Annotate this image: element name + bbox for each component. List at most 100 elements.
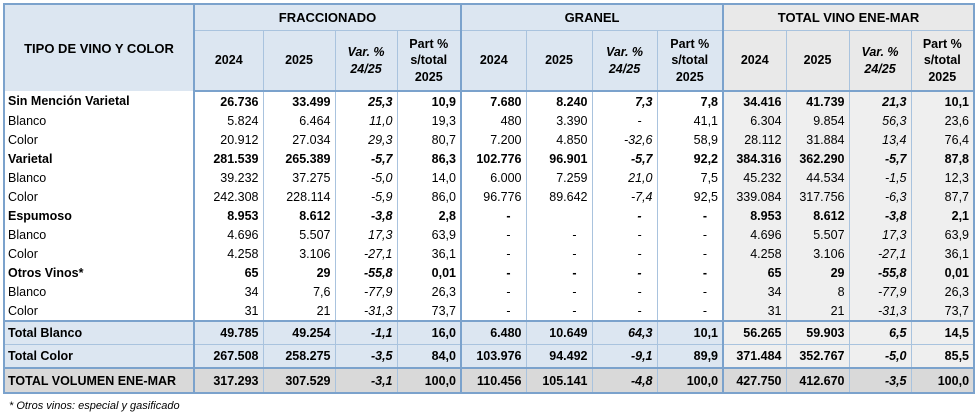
col-header-fraccionado-2025: 2025 xyxy=(262,30,335,92)
cell: 84,0 xyxy=(396,344,461,368)
cell: - xyxy=(525,225,592,244)
cell: 7,6 xyxy=(262,282,335,301)
cell: 2,8 xyxy=(396,206,461,225)
cell: 29 xyxy=(262,263,335,282)
cell: 103.976 xyxy=(460,344,526,368)
cell: 26,3 xyxy=(396,282,461,301)
cell: -5,9 xyxy=(334,187,397,206)
cell: 26,3 xyxy=(910,282,975,301)
cell: - xyxy=(656,244,724,263)
cell: 29 xyxy=(785,263,850,282)
cell: 8.953 xyxy=(193,206,263,225)
cell: 21 xyxy=(262,301,335,321)
row-label: Color xyxy=(4,244,194,263)
cell: 36,1 xyxy=(396,244,461,263)
cell: 102.776 xyxy=(460,149,526,168)
cell: 384.316 xyxy=(722,149,787,168)
cell: 281.539 xyxy=(193,149,263,168)
cell: 14,5 xyxy=(910,320,975,345)
cell: 64,3 xyxy=(591,320,657,345)
table-row: TOTAL VOLUMEN ENE-MAR 317.293 307.529 -3,1 1… xyxy=(4,367,975,393)
cell: 110.456 xyxy=(460,367,526,393)
row-label: Blanco xyxy=(4,168,194,187)
cell: 89,9 xyxy=(656,344,724,368)
cell: 8.240 xyxy=(525,91,592,111)
cell: 10,1 xyxy=(910,91,975,111)
cell: - xyxy=(460,282,526,301)
row-label: Total Blanco xyxy=(4,320,194,345)
cell: - xyxy=(591,244,657,263)
cell: 9.854 xyxy=(785,111,850,130)
cell: 2,1 xyxy=(910,206,975,225)
cell: -5,0 xyxy=(848,344,912,368)
cell: 23,6 xyxy=(910,111,975,130)
cell: 41,1 xyxy=(656,111,724,130)
cell: 17,3 xyxy=(334,225,397,244)
col-header-total-vino-ene-mar-2025: 2025 xyxy=(785,30,850,92)
wine-volume-table: TIPO DE VINO Y COLOR FRACCIONADO GRANEL … xyxy=(3,3,976,394)
cell xyxy=(525,206,592,225)
cell: 92,2 xyxy=(656,149,724,168)
cell: - xyxy=(591,263,657,282)
cell: -31,3 xyxy=(848,301,912,321)
table-row: Color 4.258 3.106 -27,1 36,1- - - -4.258 3.106 -2… xyxy=(4,244,975,263)
cell: 339.084 xyxy=(722,187,787,206)
cell: 10,1 xyxy=(656,320,724,345)
cell: 362.290 xyxy=(785,149,850,168)
cell: 12,3 xyxy=(910,168,975,187)
table-row: Otros Vinos* 65 29 -55,8 0,01- - - -65 29 -55,8 0,… xyxy=(4,263,975,282)
cell: 5.507 xyxy=(785,225,850,244)
cell: -3,8 xyxy=(848,206,912,225)
cell: 19,3 xyxy=(396,111,461,130)
cell: 371.484 xyxy=(722,344,787,368)
cell: 49.254 xyxy=(262,320,335,345)
col-header-granel-part-s-total-2025: Part % s/total 2025 xyxy=(656,30,724,92)
row-label: Color xyxy=(4,187,194,206)
cell: 4.696 xyxy=(193,225,263,244)
cell: 105.141 xyxy=(525,367,592,393)
cell: 4.850 xyxy=(525,130,592,149)
table-row: Sin Mención Varietal 26.736 33.499 25,3 10,9… xyxy=(4,91,975,111)
table-row: Blanco 39.232 37.275 -5,0 14,0 6.000 7.259 21,0… xyxy=(4,168,975,187)
cell: 73,7 xyxy=(396,301,461,321)
cell: 20.912 xyxy=(193,130,263,149)
cell: 65 xyxy=(193,263,263,282)
cell: 242.308 xyxy=(193,187,263,206)
cell: -3,8 xyxy=(334,206,397,225)
cell: - xyxy=(591,225,657,244)
cell: 28.112 xyxy=(722,130,787,149)
cell: 10.649 xyxy=(525,320,592,345)
cell: - xyxy=(460,301,526,321)
cell: 11,0 xyxy=(334,111,397,130)
cell: 56.265 xyxy=(722,320,787,345)
cell: 87,8 xyxy=(910,149,975,168)
cell: 86,0 xyxy=(396,187,461,206)
cell: 0,01 xyxy=(910,263,975,282)
cell: 21,3 xyxy=(848,91,912,111)
cell: 80,7 xyxy=(396,130,461,149)
cell: - xyxy=(591,301,657,321)
cell: 7,3 xyxy=(591,91,657,111)
col-header-total-vino-ene-mar-part-s-total-2025: Part % s/total 2025 xyxy=(910,30,975,92)
table-row: Espumoso 8.953 8.612 -3,8 2,8- - -8.953 8.612 -3… xyxy=(4,206,975,225)
cell: -1,5 xyxy=(848,168,912,187)
cell: - xyxy=(656,282,724,301)
cell: 96.901 xyxy=(525,149,592,168)
cell: 8.612 xyxy=(785,206,850,225)
cell: 39.232 xyxy=(193,168,263,187)
cell: 13,4 xyxy=(848,130,912,149)
cell: - xyxy=(460,225,526,244)
cell: 8.612 xyxy=(262,206,335,225)
cell: 86,3 xyxy=(396,149,461,168)
cell: 412.670 xyxy=(785,367,850,393)
table-row: Varietal 281.539 265.389 -5,7 86,3 102.776 96.… xyxy=(4,149,975,168)
cell: 7,8 xyxy=(656,91,724,111)
col-header-total-vino-ene-mar-var-24-25: Var. % 24/25 xyxy=(848,30,912,92)
cell: 27.034 xyxy=(262,130,335,149)
sub-header-row: 2024 2025 Var. % 24/25 Part % s/total 2025 2024… xyxy=(4,30,975,92)
cell: -31,3 xyxy=(334,301,397,321)
col-header-total-vino-ene-mar-2024: 2024 xyxy=(722,30,787,92)
cell: - xyxy=(525,263,592,282)
cell: - xyxy=(460,263,526,282)
